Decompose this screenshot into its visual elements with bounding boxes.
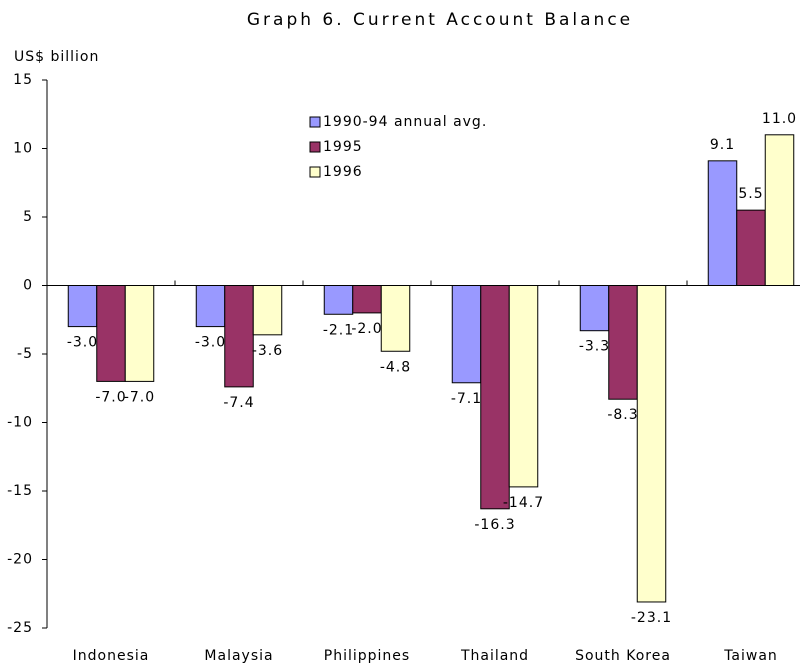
value-label: 5.5 (738, 186, 763, 202)
y-tick-label: -15 (7, 483, 33, 499)
value-label: -7.4 (223, 395, 254, 411)
x-tick-label: South Korea (575, 648, 671, 664)
value-label: -14.7 (503, 495, 544, 511)
bar (636, 285, 667, 603)
bar (707, 160, 738, 286)
value-label: 11.0 (762, 111, 797, 127)
legend-swatch (309, 116, 321, 128)
x-tick-label: Thailand (460, 648, 529, 664)
value-label: -7.0 (95, 389, 126, 405)
y-tick-label: 5 (23, 209, 33, 225)
y-tick-label: -10 (7, 415, 33, 431)
legend-label: 1990-94 annual avg. (323, 114, 487, 130)
chart-title: Graph 6. Current Account Balance (247, 10, 633, 30)
bar (579, 285, 610, 332)
value-label: -23.1 (631, 610, 672, 626)
bar (764, 134, 795, 286)
bar (508, 285, 539, 488)
bar (736, 209, 766, 286)
bar (480, 285, 510, 510)
value-label: -3.0 (195, 335, 226, 351)
legend-swatch (309, 141, 321, 153)
value-label: -3.0 (67, 335, 98, 351)
y-tick-label: 15 (13, 72, 33, 88)
y-axis-label: US$ billion (14, 49, 99, 65)
legend-label: 1995 (323, 139, 363, 155)
value-label: -8.3 (607, 407, 638, 423)
value-label: 9.1 (710, 137, 735, 153)
value-label: -3.3 (579, 339, 610, 355)
value-label: -2.1 (323, 322, 354, 338)
value-label: -16.3 (474, 517, 515, 533)
bar (195, 285, 226, 328)
y-tick-label: -5 (17, 346, 33, 362)
bar (124, 285, 155, 382)
legend-swatch (309, 166, 321, 178)
y-tick-label: -20 (7, 552, 33, 568)
bar (224, 285, 254, 388)
value-label: -2.0 (351, 321, 382, 337)
value-label: -7.0 (124, 389, 155, 405)
value-label: -7.1 (451, 391, 482, 407)
bar (96, 285, 126, 382)
x-tick-label: Taiwan (723, 648, 778, 664)
y-tick-label: 10 (13, 141, 33, 157)
y-tick-label: 0 (23, 278, 33, 294)
bar (352, 285, 382, 314)
bar (323, 285, 354, 315)
x-tick-label: Philippines (324, 648, 410, 664)
legend-label: 1996 (323, 164, 363, 180)
y-tick-label: -25 (7, 620, 33, 636)
x-tick-label: Indonesia (73, 648, 150, 664)
value-label: -3.6 (252, 343, 283, 359)
value-label: -4.8 (380, 359, 411, 375)
bar (252, 285, 283, 336)
bar (67, 285, 98, 328)
bar (608, 285, 638, 400)
x-tick-label: Malaysia (204, 648, 273, 664)
bar (451, 285, 482, 384)
bar (380, 285, 411, 352)
